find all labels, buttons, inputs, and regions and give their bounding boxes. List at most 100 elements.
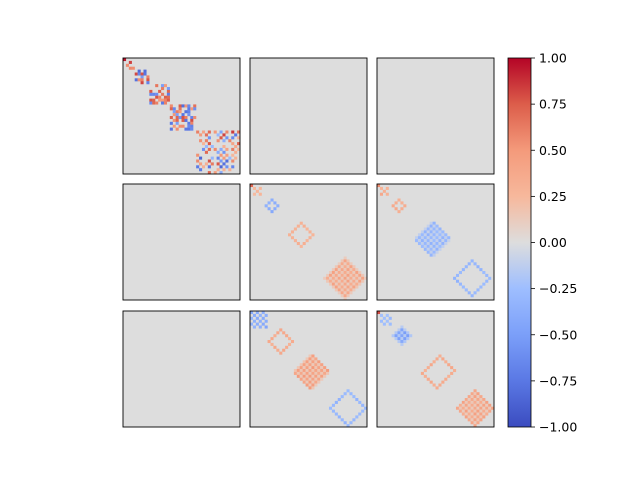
heatmap-cell: [352, 418, 355, 421]
heatmap-cell: [349, 268, 352, 271]
heatmap-cell: [397, 328, 400, 331]
heatmap-cell: [347, 277, 350, 280]
heatmap-cell: [208, 131, 211, 134]
heatmap-cell: [309, 236, 312, 239]
heatmap-cell: [468, 262, 471, 265]
heatmap-cell: [303, 366, 306, 369]
heatmap-cell: [129, 67, 132, 70]
colorbar-tick-label: 0.50: [539, 143, 567, 158]
heatmap-cell: [196, 165, 199, 168]
heatmap-cell: [430, 230, 433, 233]
heatmap-cell: [358, 277, 361, 280]
heatmap-cell: [482, 398, 485, 401]
heatmap-cell: [314, 363, 317, 366]
heatmap-cell: [456, 407, 459, 410]
heatmap-cell: [270, 337, 273, 340]
heatmap-cell: [462, 268, 465, 271]
heatmap-cell: [309, 357, 312, 360]
heatmap-cell: [262, 317, 265, 320]
heatmap-cell: [126, 64, 129, 67]
heatmap-cell: [468, 410, 471, 413]
heatmap-cell: [149, 93, 152, 96]
heatmap-cell: [436, 236, 439, 239]
heatmap-cell: [479, 401, 482, 404]
heatmap-cell: [482, 401, 485, 404]
heatmap-cell: [471, 398, 474, 401]
heatmap-cell: [211, 157, 214, 160]
heatmap-cell: [441, 236, 444, 239]
heatmap-cell: [355, 274, 358, 277]
panel-background: [123, 184, 240, 300]
heatmap-cell: [433, 242, 436, 245]
heatmap-cell: [184, 128, 187, 131]
heatmap-cell: [270, 343, 273, 346]
heatmap-cell: [182, 116, 185, 119]
heatmap-cell: [341, 262, 344, 265]
heatmap-cell: [403, 328, 406, 331]
heatmap-cell: [220, 148, 223, 151]
heatmap-cell: [476, 413, 479, 416]
heatmap-cell: [474, 291, 477, 294]
heatmap-cell: [306, 372, 309, 375]
heatmap-cell: [468, 291, 471, 294]
heatmap-cell: [143, 73, 146, 76]
heatmap-cell: [358, 413, 361, 416]
heatmap-panel: [250, 58, 367, 174]
heatmap-cell: [462, 401, 465, 404]
heatmap-cell: [438, 236, 441, 239]
heatmap-cell: [306, 228, 309, 231]
heatmap-cell: [465, 404, 468, 407]
heatmap-cell: [167, 90, 170, 93]
colorbar-gradient: [508, 58, 531, 427]
heatmap-cell: [476, 407, 479, 410]
heatmap-cell: [430, 222, 433, 225]
heatmap-cell: [397, 199, 400, 202]
heatmap-cell: [436, 228, 439, 231]
panel-grid: [123, 58, 494, 427]
heatmap-cell: [309, 384, 312, 387]
heatmap-cell: [361, 404, 364, 407]
heatmap-cell: [268, 340, 271, 343]
heatmap-cell: [222, 168, 225, 171]
heatmap-cell: [311, 386, 314, 389]
heatmap-cell: [341, 286, 344, 289]
heatmap-cell: [129, 61, 132, 64]
heatmap-cell: [294, 228, 297, 231]
heatmap-cell: [400, 326, 403, 329]
heatmap-cell: [427, 239, 430, 242]
heatmap-cell: [196, 160, 199, 163]
heatmap-cell: [341, 288, 344, 291]
heatmap-cell: [314, 378, 317, 381]
heatmap-cell: [311, 357, 314, 360]
panel-background: [123, 311, 240, 427]
heatmap-cell: [265, 326, 268, 329]
heatmap-cell: [306, 381, 309, 384]
heatmap-cell: [309, 360, 312, 363]
heatmap-cell: [485, 401, 488, 404]
heatmap-cell: [306, 369, 309, 372]
heatmap-cell: [253, 314, 256, 317]
heatmap-cell: [231, 165, 234, 168]
heatmap-cell: [476, 418, 479, 421]
heatmap-cell: [485, 280, 488, 283]
heatmap-cell: [332, 404, 335, 407]
heatmap-cell: [205, 139, 208, 142]
heatmap-cell: [182, 104, 185, 107]
heatmap-cell: [309, 230, 312, 233]
heatmap-cell: [253, 193, 256, 196]
heatmap-cell: [338, 268, 341, 271]
heatmap-cell: [225, 148, 228, 151]
heatmap-cell: [311, 355, 314, 358]
heatmap-cell: [479, 395, 482, 398]
heatmap-cell: [471, 421, 474, 424]
heatmap-cell: [349, 280, 352, 283]
heatmap-cell: [479, 418, 482, 421]
heatmap-cell: [465, 401, 468, 404]
heatmap-cell: [474, 421, 477, 424]
heatmap-cell: [306, 363, 309, 366]
heatmap-cell: [208, 160, 211, 163]
heatmap-cell: [231, 136, 234, 139]
heatmap-cell: [220, 165, 223, 168]
heatmap-cell: [167, 93, 170, 96]
